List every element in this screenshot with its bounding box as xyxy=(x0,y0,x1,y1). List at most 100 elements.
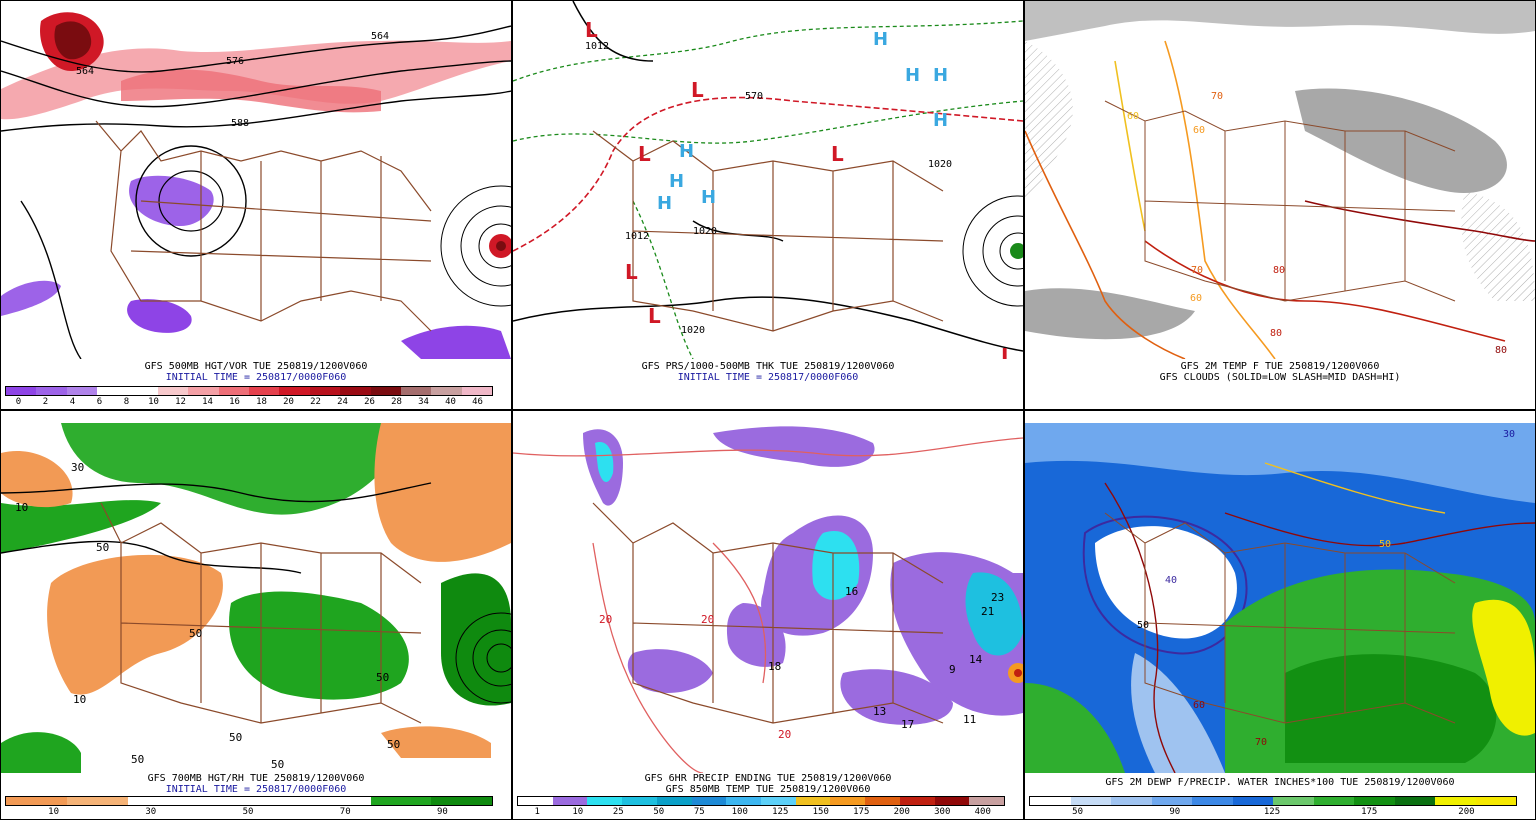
precip-pnw-core xyxy=(595,442,614,483)
hurricane-erin-p4 xyxy=(455,612,511,704)
map-dewpoint-svg: 30 50 40 50 60 70 xyxy=(1025,423,1535,773)
rh-orange-se xyxy=(381,726,491,758)
caption-subtitle: INITIAL TIME = 250817/0000F060 xyxy=(165,784,347,795)
colorbar-swatch xyxy=(66,387,98,395)
thk-dashed-green-3 xyxy=(632,200,694,359)
caption-title: GFS 500MB HGT/VOR TUE 250819/1200V060 xyxy=(144,361,368,372)
colorbar-swatch xyxy=(622,797,657,805)
colorbar-swatch xyxy=(1070,797,1111,805)
contour-label: 60 xyxy=(1127,111,1139,122)
colorbar-tick-label: 16 xyxy=(229,397,240,407)
contour-label: 50 xyxy=(229,731,242,744)
colorbar-tick-label: 70 xyxy=(339,807,351,817)
map-dewpoint: 30 50 40 50 60 70 xyxy=(1025,423,1535,773)
colorbar-tick-label: 40 xyxy=(445,397,456,407)
panel-2m-temp-clouds: 60 70 60 70 80 60 80 80 GFS 2M TEMP F TU… xyxy=(1024,0,1536,410)
colorbar-swatch xyxy=(461,387,492,395)
colorbar-tick-label: 28 xyxy=(391,397,402,407)
colorbar-tick-label: 150 xyxy=(812,807,829,817)
temp-70 xyxy=(1164,40,1276,359)
temp-70b xyxy=(1025,130,1186,359)
colorbar-swatch xyxy=(188,797,249,805)
colorbar-swatch xyxy=(249,387,280,395)
colorbar-tick-label: 22 xyxy=(310,397,321,407)
colorbar-swatch xyxy=(188,387,219,395)
contour-label: 50 xyxy=(1379,539,1391,550)
contour-label: 9 xyxy=(949,663,956,676)
colorbar-swatch xyxy=(830,797,866,805)
cloud-mid-south xyxy=(1025,288,1195,340)
contour-label: 1012 xyxy=(625,231,649,242)
dewp-contour xyxy=(1104,482,1176,773)
isobar xyxy=(513,296,1023,352)
map-700mb-svg: 10 30 50 50 50 10 50 50 50 50 xyxy=(1,423,511,773)
vort-purple-west xyxy=(129,175,214,226)
dewp-contour-yellow xyxy=(1264,462,1446,514)
vort-purple-sw xyxy=(127,299,192,333)
colorbar-tick-label: 90 xyxy=(1169,807,1181,817)
contour-label: 564 xyxy=(76,66,94,77)
contour-label: 10 xyxy=(15,501,28,514)
thk-dashed-green xyxy=(513,20,1023,82)
colorbar-swatch xyxy=(726,797,762,805)
high-center: H xyxy=(669,171,684,192)
colorbar-ticks: 10 30 50 70 90 xyxy=(5,807,491,819)
colorbar-swatch xyxy=(656,797,692,805)
contour-label: 30 xyxy=(71,461,84,474)
contour-label: 570 xyxy=(745,91,763,102)
cloud-mid-se xyxy=(1461,191,1535,301)
isobar-2 xyxy=(572,1,654,62)
precip-central xyxy=(726,603,786,667)
colorbar-tick-label: 20 xyxy=(283,397,294,407)
precip-north xyxy=(713,426,875,467)
dewp-contour-2 xyxy=(1224,512,1535,547)
hgt-closed-high xyxy=(135,145,247,257)
colorbar-swatch xyxy=(279,387,310,395)
caption-title: GFS 2M TEMP F TUE 250819/1200V060 xyxy=(1180,361,1380,372)
rh-green-band xyxy=(1,500,161,553)
contour-label: 1020 xyxy=(681,325,705,336)
temp-80b xyxy=(1304,200,1535,242)
colorbar-tick-label: 1 xyxy=(534,807,540,817)
contour-label: 17 xyxy=(901,718,914,731)
colorbar-swatch xyxy=(1192,797,1233,805)
cloud-low-east xyxy=(1295,88,1507,193)
contour-label: 10 xyxy=(73,693,86,706)
precip-sw xyxy=(627,649,713,693)
hgt-contour-south xyxy=(20,200,82,359)
colorbar-tick-label: 200 xyxy=(893,807,910,817)
contour-label: 18 xyxy=(768,660,781,673)
colorbar-tick-label: 200 xyxy=(1458,807,1475,817)
colorbar-tick-label: 0 xyxy=(15,397,22,407)
colorbar-swatch xyxy=(127,797,189,805)
colorbar-tick-label: 300 xyxy=(934,807,951,817)
hgt-closed-high-inner xyxy=(158,170,224,232)
colorbar-tick-label: 175 xyxy=(1361,807,1378,817)
hgt-contour-588 xyxy=(1,90,511,132)
colorbar-swatch xyxy=(1394,797,1435,805)
colorbar-tick-label: 10 xyxy=(148,397,159,407)
colorbar-swatch xyxy=(370,797,432,805)
contour-label: 20 xyxy=(599,613,612,626)
colorbar-tick-label: 24 xyxy=(337,397,348,407)
colorbar-swatch xyxy=(309,797,371,805)
colorbar-swatch xyxy=(1111,797,1152,805)
contour-label: 21 xyxy=(981,605,994,618)
cloud-mid xyxy=(1025,41,1073,201)
colorbar-swatch xyxy=(691,797,727,805)
contour-label: 564 xyxy=(371,31,389,42)
colorbar-swatch xyxy=(1232,797,1273,805)
colorbar-tick-label: 46 xyxy=(472,397,483,407)
hurricane-erin-p2 xyxy=(962,195,1023,307)
colorbar-tick-label: 50 xyxy=(242,807,254,817)
colorbar-tick-label: 400 xyxy=(974,807,991,817)
pwat-darkgreen xyxy=(1285,654,1497,763)
hurricane-erin-p1 xyxy=(440,185,511,307)
colorbar-ticks: 50 90 125 175 200 xyxy=(1029,807,1515,819)
precip-east-core xyxy=(965,572,1023,656)
colorbar-tick-label: 12 xyxy=(175,397,186,407)
colorbar-vorticity xyxy=(5,386,493,396)
hgt-700 xyxy=(1,482,432,503)
map-700mb: 10 30 50 50 50 10 50 50 50 50 xyxy=(1,423,511,773)
hgt-contour-564 xyxy=(1,25,511,73)
